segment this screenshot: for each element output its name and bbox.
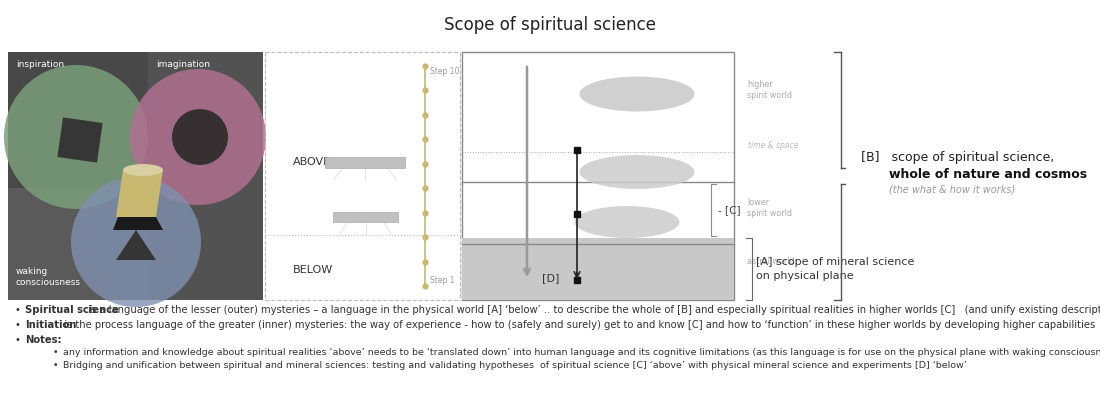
Bar [333,212,398,222]
Text: Step 10: Step 10 [430,67,460,76]
Text: •: • [15,335,21,345]
Text: •: • [15,320,21,330]
Ellipse shape [580,155,694,189]
Text: [A] scope of mineral science
on physical plane: [A] scope of mineral science on physical… [756,257,914,280]
Text: is a language of the lesser (outer) mysteries – a language in the physical world: is a language of the lesser (outer) myst… [86,305,1100,315]
Text: waking
consciousness: waking consciousness [16,267,81,287]
Circle shape [4,65,148,209]
Text: •: • [53,348,58,357]
Circle shape [72,177,201,307]
Bar [462,52,734,300]
Circle shape [172,109,228,165]
Text: ABOVE: ABOVE [293,157,331,167]
Polygon shape [116,230,156,260]
Text: time & space: time & space [748,141,799,150]
Text: Bridging and unification between spiritual and mineral sciences: testing and val: Bridging and unification between spiritu… [63,361,967,370]
Text: whole of nature and cosmos: whole of nature and cosmos [889,168,1087,180]
Bar [8,188,263,300]
Text: •: • [15,305,21,315]
Text: Scope of spiritual science: Scope of spiritual science [444,16,656,34]
Text: higher
spirit world: higher spirit world [747,80,792,100]
Text: Step 1: Step 1 [430,276,454,285]
Text: - [C]: - [C] [718,205,740,215]
Circle shape [130,69,266,205]
Text: is the process language of the greater (inner) mysteries: the way of experience : is the process language of the greater (… [60,320,1094,330]
Text: any information and knowledge about spiritual realities ‘above’ needs to be ‘tra: any information and knowledge about spir… [63,348,1100,357]
Text: lower
spirit world: lower spirit world [747,198,792,218]
Polygon shape [113,217,163,230]
Bar [324,157,405,168]
Ellipse shape [574,206,680,238]
Text: inspiration: inspiration [16,60,64,69]
Text: BELOW: BELOW [293,265,333,275]
Ellipse shape [580,77,694,112]
Text: Spiritual science: Spiritual science [25,305,119,315]
Ellipse shape [123,164,163,176]
Text: imagination: imagination [156,60,210,69]
Polygon shape [116,170,163,217]
Text: [B]   scope of spiritual science,: [B] scope of spiritual science, [861,151,1054,164]
Text: Initiation: Initiation [25,320,76,330]
Text: Notes:: Notes: [25,335,62,345]
Text: •: • [53,361,58,370]
Text: (the what & how it works): (the what & how it works) [889,185,1015,195]
Text: [D]: [D] [542,273,560,283]
Bar [462,238,734,300]
Bar [148,52,263,300]
Bar [8,52,263,300]
Polygon shape [57,117,102,162]
Text: astral world: astral world [747,258,794,267]
